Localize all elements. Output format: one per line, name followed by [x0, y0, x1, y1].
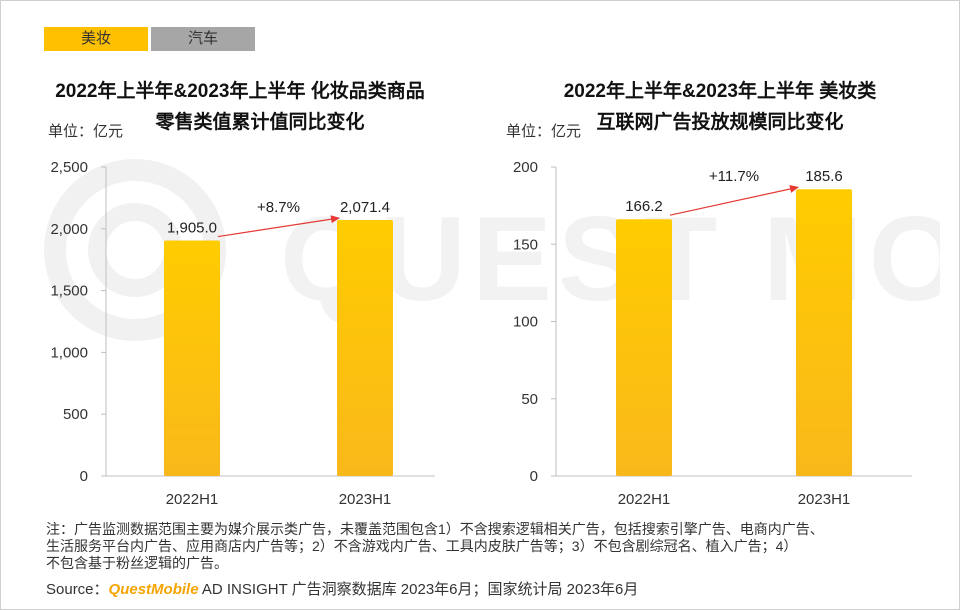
left-y-tick-label: 1,500: [50, 283, 88, 300]
right-y-tick-label: 150: [513, 236, 538, 253]
left-x-tick-label: 2023H1: [339, 491, 392, 508]
right-x-tick-label: 2022H1: [618, 491, 671, 508]
footnote: 注：广告监测数据范围主要为媒介展示类广告，未覆盖范围包含1）不含搜索逻辑相关广告…: [46, 521, 936, 572]
source-rest: AD INSIGHT 广告洞察数据库 2023年6月；国家统计局 2023年6月: [198, 581, 639, 598]
right-data-label: 166.2: [625, 198, 663, 215]
right-chart-unit: 单位：亿元: [506, 123, 582, 140]
left-data-label: 1,905.0: [167, 220, 217, 237]
right-y-tick-label: 200: [513, 159, 538, 176]
left-y-tick-label: 2,000: [50, 221, 88, 238]
right-bar: [796, 189, 852, 477]
right-y-tick-label: 50: [521, 391, 538, 408]
left-x-tick-label: 2022H1: [166, 491, 219, 508]
left-data-label: 2,071.4: [340, 199, 390, 216]
source-line: Source：QuestMobile AD INSIGHT 广告洞察数据库 20…: [46, 578, 638, 599]
right-growth-arrow: [669, 185, 799, 216]
footnote-line2: 生活服务平台内广告、应用商店内广告等；2）不含游戏内广告、工具内皮肤广告等；3）…: [46, 538, 798, 554]
left-chart-title-line2: 零售类值累计值同比变化: [155, 112, 365, 133]
right-chart-title-line1: 2022年上半年&2023年上半年 美妆类: [563, 81, 877, 102]
left-y-tick-label: 1,000: [50, 344, 88, 361]
left-bar: [337, 219, 393, 476]
right-bar: [616, 219, 672, 476]
left-y-tick-label: 500: [63, 406, 88, 423]
left-bar: [164, 240, 220, 476]
footnote-line3: 不包含基于粉丝逻辑的广告。: [46, 555, 228, 571]
right-chart-title-line2: 互联网广告投放规模同比变化: [596, 112, 844, 133]
left-growth-arrow: [217, 215, 340, 238]
left-y-tick-label: 0: [80, 468, 88, 485]
right-data-label: 185.6: [805, 168, 843, 185]
left-chart-title-line1: 2022年上半年&2023年上半年 化妆品类商品: [55, 81, 425, 102]
right-x-tick-label: 2023H1: [798, 491, 851, 508]
left-growth-label: +8.7%: [257, 199, 300, 216]
right-y-tick-label: 0: [530, 468, 538, 485]
left-chart-unit: 单位：亿元: [48, 123, 124, 140]
right-y-tick-label: 100: [513, 314, 538, 331]
source-prefix: Source：: [46, 581, 109, 598]
tab-auto[interactable]: 汽车: [151, 27, 255, 51]
footnote-line1: 注：广告监测数据范围主要为媒介展示类广告，未覆盖范围包含1）不含搜索逻辑相关广告…: [46, 521, 824, 537]
source-brand-logo: QuestMobile: [108, 581, 199, 598]
left-y-tick-label: 2,500: [50, 159, 88, 176]
category-tabs: 美妆 汽车: [44, 27, 255, 51]
tab-beauty[interactable]: 美妆: [44, 27, 148, 51]
right-growth-label: +11.7%: [709, 168, 759, 185]
